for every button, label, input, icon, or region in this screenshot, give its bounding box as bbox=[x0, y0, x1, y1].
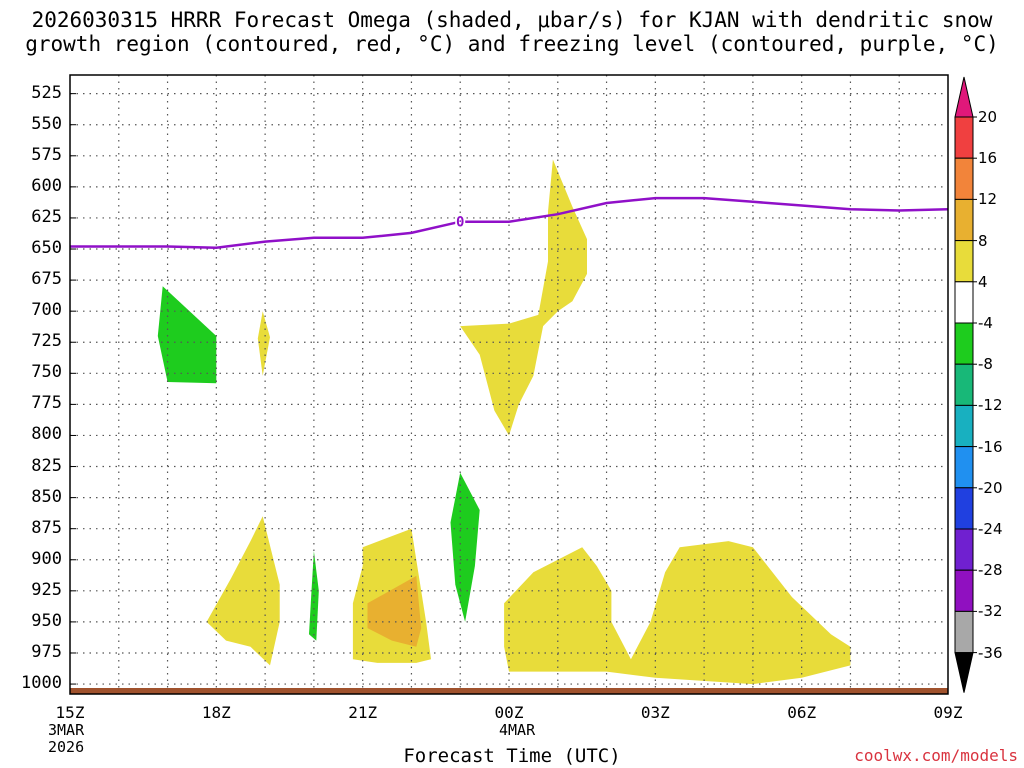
y-tick-label-525: 525 bbox=[31, 82, 62, 103]
freezing-level-layer: 0 bbox=[70, 196, 949, 250]
yellow-region-01z-03z-low bbox=[504, 541, 851, 685]
credit-link[interactable]: coolwx.com/models bbox=[854, 746, 1018, 765]
freezing-level-label: 0 bbox=[456, 215, 464, 231]
colorbar-tick-label: -20 bbox=[978, 478, 1003, 497]
y-tick-label-625: 625 bbox=[31, 206, 62, 227]
y-tick-label-575: 575 bbox=[31, 144, 62, 165]
x-tick-label-09Z: 09Z bbox=[933, 703, 963, 722]
freezing-label-bg bbox=[455, 213, 466, 228]
colorbar bbox=[954, 76, 977, 693]
colorbar-segment bbox=[954, 240, 974, 283]
y-tick-label-925: 925 bbox=[31, 579, 62, 600]
y-tick-label-950: 950 bbox=[31, 610, 62, 631]
y-tick-label-825: 825 bbox=[31, 455, 62, 476]
colorbar-segment bbox=[954, 569, 974, 612]
yellow-region-19z-mid bbox=[257, 311, 270, 376]
y-tick-label-675: 675 bbox=[31, 269, 62, 290]
green-region-23z-low bbox=[450, 472, 480, 622]
colorbar-tick-label: -4 bbox=[978, 314, 993, 332]
colorbar-segment bbox=[954, 363, 974, 406]
y-tick-label-700: 700 bbox=[31, 300, 62, 321]
colorbar-segment bbox=[954, 404, 974, 448]
x-tick-label-00Z: 00Z bbox=[494, 703, 524, 722]
colorbar-segment bbox=[954, 281, 974, 324]
yellow-region-00z-upper bbox=[460, 159, 587, 436]
colorbar-tick-label: -8 bbox=[978, 355, 993, 374]
y-tick-label-1000: 1000 bbox=[21, 673, 62, 694]
x-tick-label-06Z: 06Z bbox=[787, 703, 817, 722]
yellow-region-18z-low bbox=[206, 516, 280, 666]
colorbar-segment bbox=[954, 446, 974, 489]
green-region-17z bbox=[157, 286, 217, 384]
x-tick-sublabel-date: 4MAR bbox=[499, 721, 536, 739]
omega-shaded-regions bbox=[157, 159, 851, 685]
plot-frame bbox=[69, 74, 949, 695]
orange-region-22z-low bbox=[367, 575, 422, 647]
y-tick-label-775: 775 bbox=[31, 393, 62, 414]
y-tick-label-600: 600 bbox=[31, 175, 62, 196]
colorbar-tick-label: -32 bbox=[978, 602, 1003, 621]
colorbar-tick-label: -16 bbox=[978, 437, 1003, 456]
colorbar-tick-label: 8 bbox=[978, 231, 988, 250]
x-tick-sublabel-year: 2026 bbox=[48, 738, 85, 756]
x-axis-title: Forecast Time (UTC) bbox=[403, 745, 621, 767]
y-tick-label-750: 750 bbox=[31, 362, 62, 383]
colorbar-top-arrow bbox=[954, 76, 974, 118]
colorbar-segment bbox=[954, 610, 974, 654]
colorbar-tick-label: 16 bbox=[978, 149, 998, 168]
y-tick-label-900: 900 bbox=[31, 548, 62, 569]
x-tick-label-03Z: 03Z bbox=[640, 703, 670, 722]
colorbar-bottom-arrow bbox=[954, 652, 974, 693]
colorbar-tick-label: -28 bbox=[978, 561, 1003, 580]
colorbar-segment bbox=[954, 116, 974, 159]
x-tick-sublabel-date: 3MAR bbox=[48, 721, 85, 739]
colorbar-segment bbox=[954, 198, 974, 242]
x-tick-label-18Z: 18Z bbox=[201, 703, 231, 722]
colorbar-segment bbox=[954, 487, 974, 530]
y-tick-label-975: 975 bbox=[31, 641, 62, 662]
x-tick-label-21Z: 21Z bbox=[348, 703, 378, 722]
colorbar-tick-label: 4 bbox=[978, 272, 988, 291]
colorbar-tick-label: 12 bbox=[978, 190, 998, 209]
chart-title-line-1: 2026030315 HRRR Forecast Omega (shaded, … bbox=[31, 8, 993, 32]
freezing-level-line bbox=[70, 196, 949, 250]
chart-title-line-2: growth region (contoured, red, °C) and f… bbox=[25, 32, 999, 56]
y-tick-label-800: 800 bbox=[31, 424, 62, 445]
colorbar-segment bbox=[954, 157, 974, 200]
colorbar-segment bbox=[954, 322, 974, 365]
colorbar-segment bbox=[954, 528, 974, 571]
x-tick-label-15Z: 15Z bbox=[55, 703, 85, 722]
colorbar-tick-label: 20 bbox=[978, 108, 998, 126]
colorbar-tick-label: -12 bbox=[978, 396, 1003, 415]
colorbar-tick-label: -36 bbox=[978, 643, 1003, 662]
surface-terrain bbox=[70, 688, 948, 694]
y-tick-label-725: 725 bbox=[31, 331, 62, 352]
colorbar-tick-label: -24 bbox=[978, 520, 1003, 538]
y-tick-label-650: 650 bbox=[31, 238, 62, 259]
y-tick-label-875: 875 bbox=[31, 517, 62, 538]
y-tick-label-850: 850 bbox=[31, 486, 62, 507]
y-tick-label-550: 550 bbox=[31, 113, 62, 134]
